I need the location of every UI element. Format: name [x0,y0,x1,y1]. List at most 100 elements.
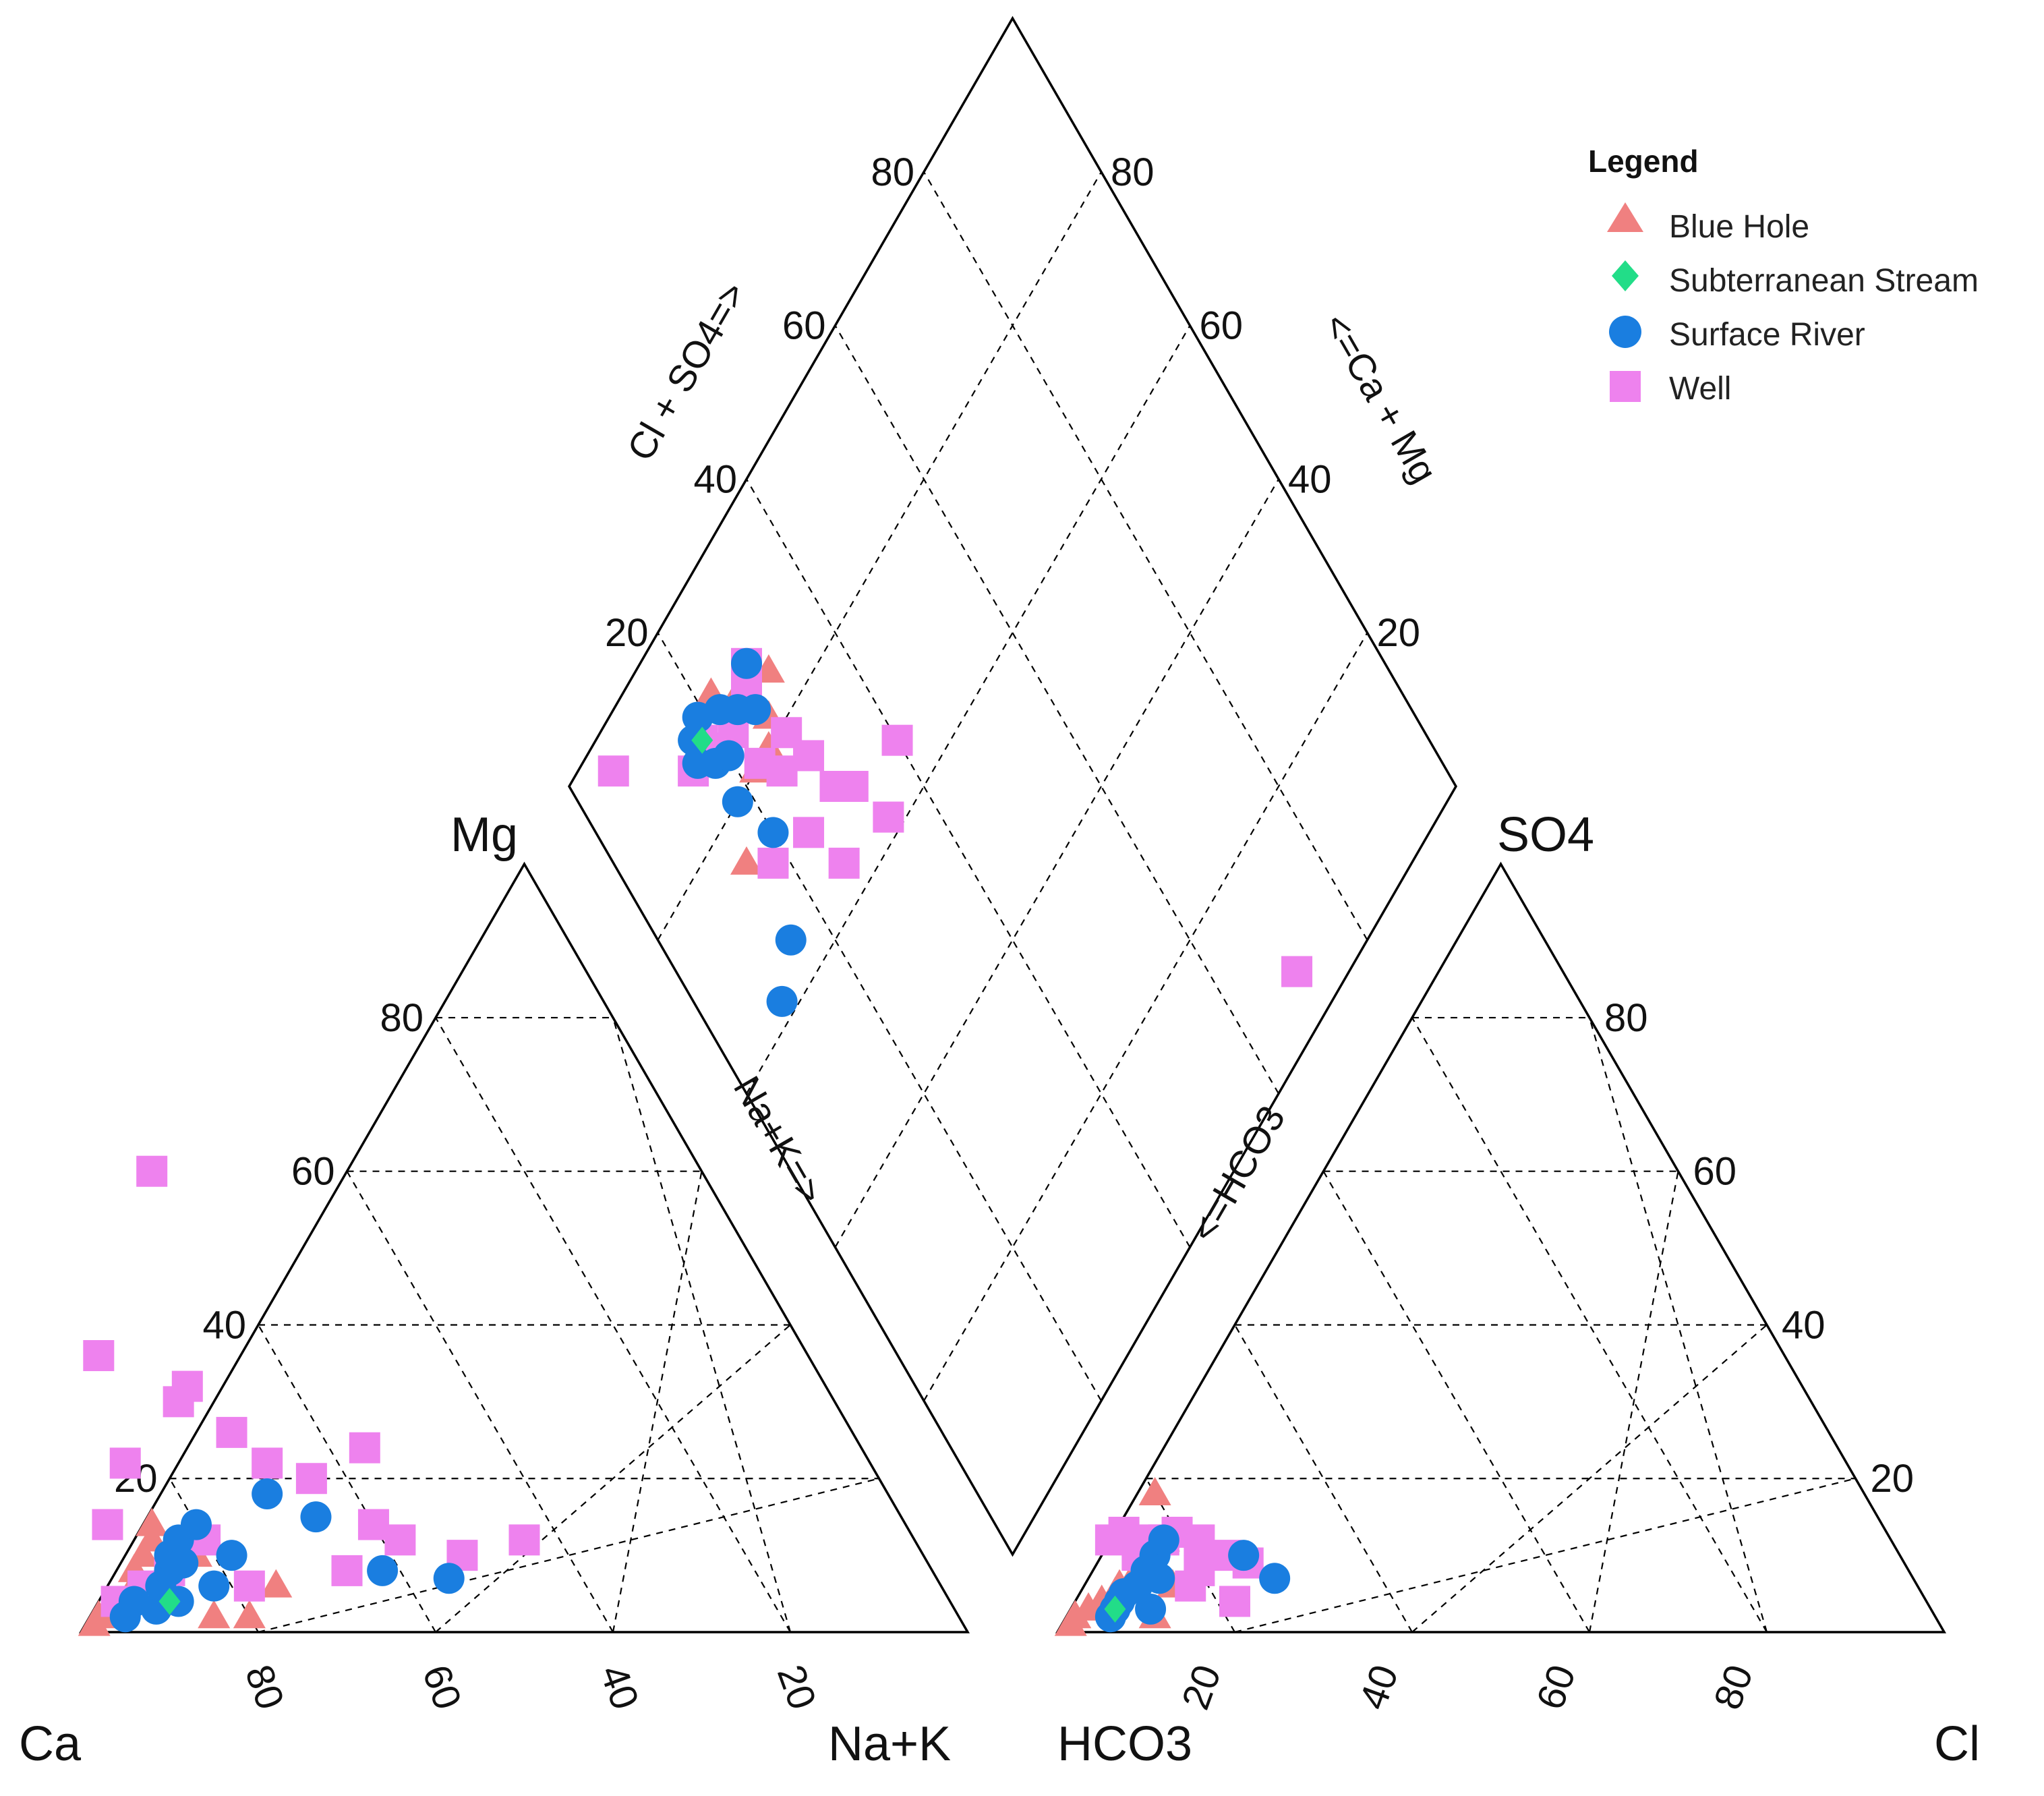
legend-item-subterranean-stream: Subterranean Stream [1612,260,1979,299]
surface-river-cation-point-12 [367,1555,399,1586]
tick-so4-80: 80 [1604,996,1648,1040]
diamond-grid-u-60 [746,325,1191,1095]
legend-label-well: Well [1669,371,1731,407]
diamond-grid-v-80 [923,171,1368,941]
legend-triangle-icon [1607,202,1643,232]
tick-anion-bottom-60: 60 [1528,1659,1584,1715]
legend-item-blue-hole: Blue Hole [1607,202,1809,245]
well-cation-point-1 [83,1340,115,1372]
legend-circle-icon [1609,316,1641,348]
well-cation-point-14 [331,1555,363,1586]
anion-grid-b-60 [1588,1171,1679,1633]
well-anion-point-10 [1175,1570,1206,1602]
surface-river-cation-point-10 [252,1478,283,1510]
anion-grid-b-20 [1234,1478,1856,1633]
well-cation-point-15 [349,1432,380,1464]
cation-grid-b-40 [435,1324,791,1633]
legend-item-well: Well [1610,371,1731,407]
well-cation-point-4 [252,1447,283,1479]
surface-river-diamond-point-7 [740,694,771,726]
tick-diamond-right-80: 80 [1111,150,1155,194]
legend-diamond-icon [1612,260,1639,291]
well-diamond-point-14 [828,847,860,879]
anion-grid-a-80 [1411,1017,1768,1633]
tick-cation-bottom-20: 20 [769,1659,825,1715]
blue-hole-cation-point-6 [127,1538,160,1567]
blue-hole-cation-point-8 [136,1507,169,1536]
cation-grid-b-20 [258,1478,879,1633]
frame-layer [78,16,1947,1633]
surface-river-diamond-point-9 [722,786,753,817]
axis-title-ca-mg: <=Ca + Mg [1315,306,1446,490]
well-diamond-point-11 [793,817,825,848]
well-cation-point-18 [109,1447,141,1479]
surface-river-diamond-point-8 [731,647,762,679]
cation-triangle-frame [78,861,970,1633]
tick-cation-bottom-40: 40 [591,1659,647,1715]
well-cation-point-0 [136,1155,168,1187]
anion-grid-b-40 [1411,1324,1768,1633]
corner-label-so4: SO4 [1497,808,1594,862]
well-anion-point-5 [1184,1524,1215,1556]
legend-label-surface-river: Surface River [1669,317,1865,353]
subterranean-stream-diamond-point-0 [691,726,713,754]
tick-diamond-right-40: 40 [1288,457,1332,501]
legend-square-icon [1610,371,1641,402]
tick-mg-60: 60 [291,1150,335,1194]
surface-river-anion-point-10 [1135,1593,1167,1625]
anion-grid-a-40 [1234,1324,1413,1633]
tick-diamond-left-80: 80 [871,150,914,194]
blue-hole-anion-point-9 [1138,1477,1171,1506]
surface-river-anion-point-9 [1259,1563,1291,1594]
tick-anion-bottom-80: 80 [1705,1659,1761,1715]
blue-hole-cation-point-1 [82,1600,115,1629]
legend-label-subterranean-stream: Subterranean Stream [1669,263,1979,299]
tick-cation-bottom-60: 60 [414,1659,470,1715]
blue-hole-anion-point-1 [1059,1600,1092,1629]
axis-title-hco3: <=HCO3 [1182,1099,1293,1249]
well-diamond-point-16 [757,847,789,879]
surface-river-diamond-point-12 [766,985,798,1017]
grid-layer [169,171,1856,1633]
axis-title-cl-so4: Cl + SO4=> [618,274,755,467]
well-diamond-point-13 [837,770,869,802]
corner-label-mg: Mg [450,808,518,862]
well-anion-point-11 [1219,1586,1250,1617]
well-diamond-point-10 [793,740,825,772]
well-cation-point-17 [508,1524,540,1556]
tick-so4-40: 40 [1782,1303,1826,1347]
tick-so4-20: 20 [1871,1457,1915,1501]
tick-diamond-right-20: 20 [1377,611,1421,655]
axis-title-nak: Na+K=> [726,1069,832,1211]
well-cation-point-6 [357,1509,389,1540]
legend-label-blue-hole: Blue Hole [1669,209,1809,245]
blue-hole-diamond-point-5 [730,846,763,875]
tick-so4-60: 60 [1693,1150,1737,1194]
well-diamond-point-17 [881,724,913,756]
surface-river-anion-point-11 [1144,1563,1175,1594]
tick-diamond-left-20: 20 [605,611,649,655]
surface-river-cation-point-9 [216,1540,247,1571]
tick-mg-80: 80 [380,996,424,1040]
cation-grid-b-80 [612,1017,792,1633]
data-marker-layer [78,647,1313,1636]
diamond-grid-v-60 [834,325,1279,1095]
surface-river-cation-point-7 [167,1547,199,1579]
well-cation-point-19 [92,1509,123,1540]
surface-river-diamond-point-10 [757,817,789,848]
blue-hole-cation-point-10 [260,1569,293,1598]
surface-river-cation-point-14 [198,1570,230,1602]
diamond-frame [567,16,1458,1557]
surface-river-anion-point-7 [1148,1524,1179,1556]
surface-river-diamond-point-11 [775,924,807,956]
well-cation-point-8 [295,1463,327,1495]
corner-label-hco3: HCO3 [1057,1717,1192,1771]
diamond-grid-u-40 [834,478,1279,1248]
surface-river-cation-point-13 [433,1563,465,1594]
well-cation-point-13 [233,1570,265,1602]
well-cation-point-3 [216,1416,247,1448]
diamond-grid-v-40 [746,478,1191,1248]
well-cation-point-5 [171,1370,203,1402]
